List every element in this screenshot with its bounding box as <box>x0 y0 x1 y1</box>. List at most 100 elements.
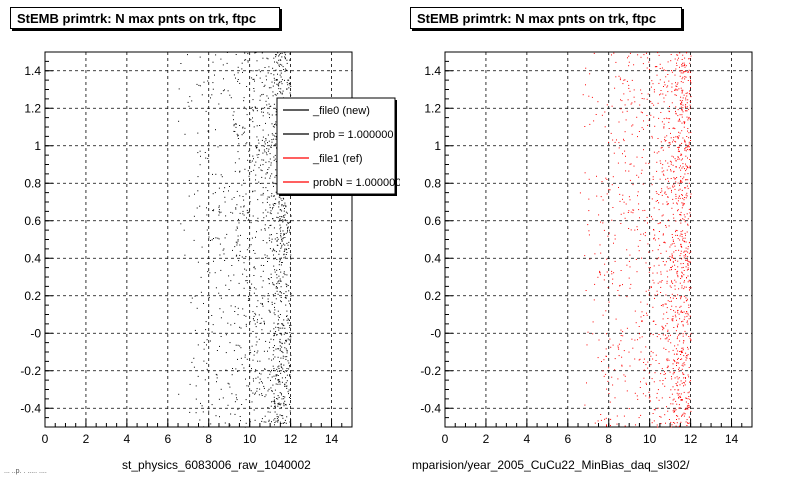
data-point <box>272 203 274 205</box>
data-point <box>664 241 665 243</box>
data-point <box>687 72 689 73</box>
data-point <box>597 276 599 278</box>
data-point <box>218 187 220 189</box>
data-point <box>225 352 227 354</box>
data-point <box>285 205 287 207</box>
data-point <box>279 381 281 383</box>
data-point <box>648 119 650 121</box>
data-point <box>588 230 590 232</box>
data-point <box>679 306 681 308</box>
data-point <box>238 260 240 262</box>
data-point <box>653 151 655 153</box>
data-point <box>665 117 667 119</box>
data-point <box>245 325 247 327</box>
data-point <box>277 383 279 385</box>
data-point <box>631 338 633 340</box>
data-point <box>270 405 272 407</box>
data-point <box>278 368 280 369</box>
data-point <box>624 380 626 382</box>
data-point <box>680 169 682 171</box>
data-point <box>653 229 654 230</box>
data-point <box>259 77 261 79</box>
data-point <box>286 310 288 312</box>
data-point <box>663 97 665 99</box>
data-point <box>278 201 280 203</box>
data-point <box>678 158 680 160</box>
data-point <box>675 400 677 402</box>
data-point <box>251 106 253 108</box>
data-point <box>245 315 247 317</box>
data-point <box>672 198 674 200</box>
data-point <box>290 295 292 297</box>
data-point <box>616 423 618 425</box>
data-point <box>262 115 264 117</box>
data-point <box>245 378 246 380</box>
data-point <box>234 162 236 164</box>
data-point <box>660 252 662 254</box>
data-point <box>263 159 265 161</box>
data-point <box>621 100 623 102</box>
data-point <box>261 111 263 113</box>
data-point <box>200 276 202 278</box>
data-point <box>683 340 685 342</box>
data-point <box>685 106 687 108</box>
data-point <box>669 285 671 287</box>
data-point <box>668 142 670 144</box>
data-point <box>671 243 673 245</box>
data-point <box>676 65 678 66</box>
data-point <box>661 67 663 69</box>
data-point <box>289 266 291 268</box>
data-point <box>254 350 256 352</box>
data-point <box>283 251 285 252</box>
data-point <box>235 123 237 125</box>
data-point <box>286 252 288 253</box>
data-point <box>234 413 236 415</box>
data-point <box>619 193 621 195</box>
data-point <box>242 126 244 128</box>
data-point <box>680 214 682 216</box>
data-point <box>603 359 605 361</box>
data-point <box>624 131 626 133</box>
data-point <box>681 130 683 132</box>
data-point <box>684 173 686 175</box>
data-point <box>229 94 231 96</box>
data-point <box>680 154 682 156</box>
data-point <box>661 171 663 173</box>
data-point <box>277 398 279 400</box>
data-point <box>287 222 289 224</box>
data-point <box>282 197 284 199</box>
data-point <box>272 384 274 386</box>
data-point <box>685 165 687 167</box>
data-point <box>284 214 286 216</box>
data-point <box>228 383 230 385</box>
data-point <box>275 54 276 56</box>
data-point <box>618 187 619 188</box>
data-point <box>683 362 685 364</box>
data-point <box>672 315 674 317</box>
data-point <box>643 377 645 379</box>
data-point <box>654 297 655 299</box>
data-point <box>683 121 685 123</box>
data-point <box>283 325 285 327</box>
data-point <box>254 268 256 270</box>
data-point <box>264 177 266 179</box>
data-point <box>678 150 680 152</box>
data-point <box>687 263 689 265</box>
data-point <box>629 266 631 268</box>
data-point <box>289 53 291 55</box>
data-point <box>604 418 606 420</box>
data-point <box>677 120 679 122</box>
data-point <box>290 338 292 340</box>
data-point <box>606 271 608 273</box>
data-point <box>234 401 236 403</box>
data-point <box>243 287 245 289</box>
data-point <box>236 242 238 244</box>
data-point <box>286 82 288 84</box>
data-point <box>656 336 658 338</box>
data-point <box>283 293 285 294</box>
data-point <box>659 63 661 65</box>
data-point <box>653 282 655 284</box>
data-point <box>666 280 668 282</box>
data-point <box>257 220 259 222</box>
